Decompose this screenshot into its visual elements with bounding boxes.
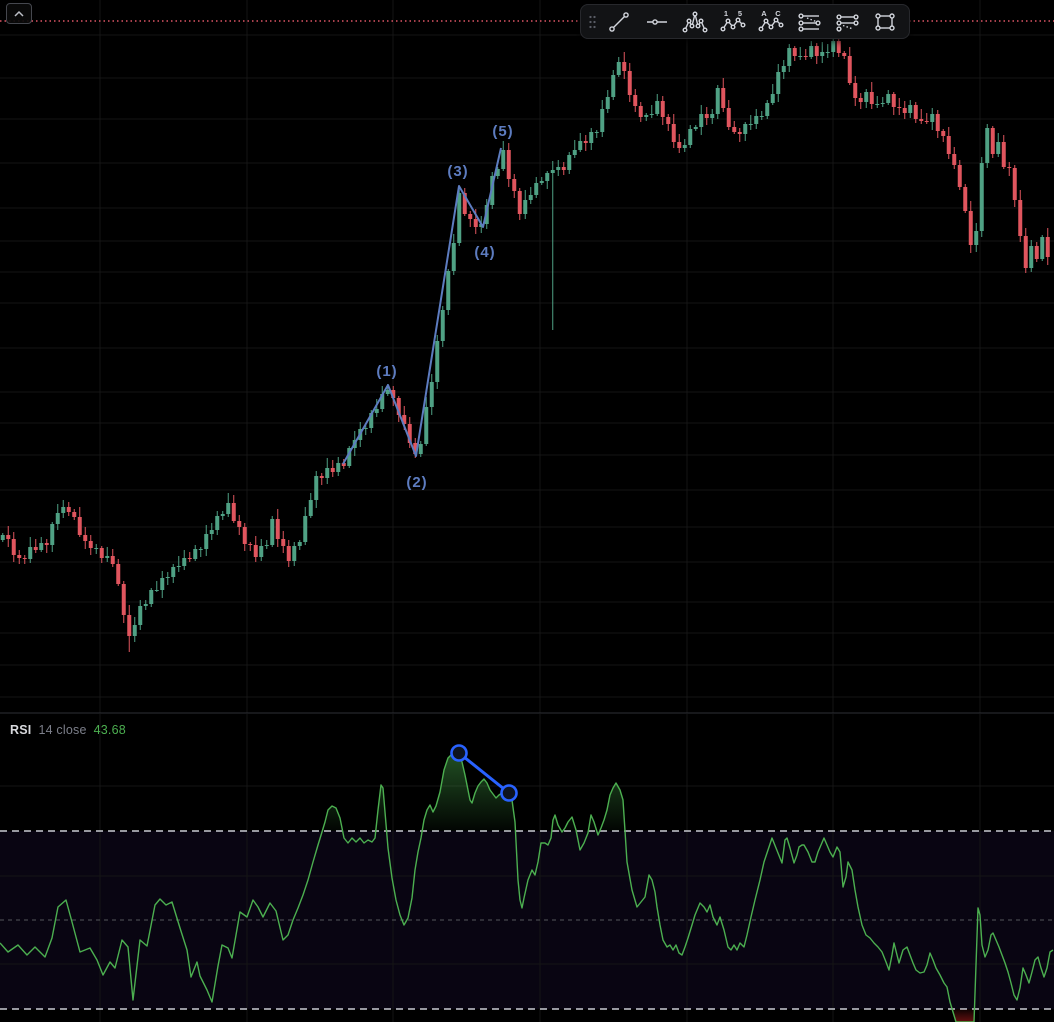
- disjoint-channel-icon: [836, 13, 859, 32]
- tool-horizontal-line[interactable]: [638, 7, 676, 36]
- trend-line-icon: [609, 11, 629, 32]
- parallel-lines-icon: [798, 12, 821, 32]
- horizontal-line-icon: [647, 18, 667, 25]
- svg-text:(4): (4): [474, 244, 495, 261]
- rectangle-icon: [875, 12, 895, 31]
- collapse-toolbar-button[interactable]: [6, 3, 32, 24]
- tool-parallel-lines[interactable]: [790, 7, 828, 36]
- elliott-wave-drawing[interactable]: (1) (2) (3) (4) (5): [342, 123, 514, 491]
- tool-elliott-impulse-wave[interactable]: 1 5: [714, 7, 752, 36]
- rsi-params: 14 close: [38, 723, 87, 737]
- toolbar-drag-handle[interactable]: [584, 9, 600, 35]
- rsi-legend[interactable]: RSI 14 close 43.68: [10, 723, 126, 737]
- tool-disjoint-channel[interactable]: [828, 7, 866, 36]
- chevron-up-icon: [14, 10, 24, 17]
- elliott-correction-wave-icon: A C: [758, 9, 784, 32]
- rsi-band-fill: [0, 831, 1054, 1009]
- svg-text:(2): (2): [406, 474, 427, 491]
- rsi-title: RSI: [10, 723, 32, 737]
- svg-text:(3): (3): [447, 163, 468, 180]
- svg-text:(5): (5): [492, 123, 513, 140]
- rsi-plot-line: [0, 752, 1054, 1022]
- glyph-a: A: [761, 9, 767, 18]
- glyph-1: 1: [724, 9, 728, 18]
- glyph-c: C: [775, 9, 781, 18]
- favorites-toolbar: 1 5 A C: [580, 4, 910, 39]
- rsi-trendline-drawing[interactable]: [450, 744, 518, 802]
- svg-text:(1): (1): [376, 363, 397, 380]
- drag-dots-icon: [588, 15, 596, 28]
- rsi-value: 43.68: [93, 723, 126, 737]
- elliott-impulse-wave-icon: 1 5: [720, 9, 746, 32]
- tool-head-and-shoulders-pattern[interactable]: [676, 7, 714, 36]
- tool-trend-line[interactable]: [600, 7, 638, 36]
- glyph-5: 5: [738, 9, 742, 18]
- tool-rectangle[interactable]: [866, 7, 904, 36]
- candlestick-series: [0, 35, 1050, 652]
- tool-elliott-correction-wave[interactable]: A C: [752, 7, 790, 36]
- price-pane-grid: [0, 0, 1054, 713]
- head-and-shoulders-pattern-icon: [682, 10, 708, 33]
